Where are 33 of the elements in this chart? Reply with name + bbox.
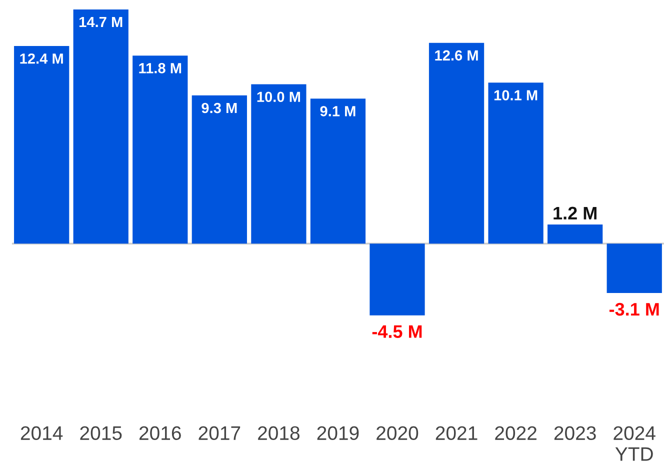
data-label: 10.1 M <box>494 90 538 100</box>
x-tick-label: 2023 <box>554 426 596 440</box>
x-tick-label: 2014 <box>20 426 63 440</box>
data-label: 9.1 M <box>320 106 356 116</box>
data-label: 9.3 M <box>202 102 237 114</box>
data-label: 12.6 M <box>435 50 478 61</box>
bar <box>14 46 70 244</box>
bar <box>548 224 603 244</box>
data-label: 14.7 M <box>79 16 122 27</box>
x-tick-label: 2022 <box>495 426 536 440</box>
x-tick-label: 2018 <box>258 426 300 440</box>
data-label: -4.5 M <box>372 325 422 338</box>
x-tick-label: 2024 YTD <box>614 426 656 461</box>
bar <box>192 95 247 244</box>
data-label: 1.2 M <box>554 206 596 220</box>
data-label: 12.4 M <box>20 53 63 64</box>
bar <box>251 84 306 244</box>
bar <box>73 9 128 244</box>
bar <box>370 244 425 316</box>
bar <box>132 56 188 244</box>
data-label: -3.1 M <box>609 302 659 316</box>
data-label: 10.0 M <box>257 92 300 102</box>
x-tick-label: 2019 <box>317 426 359 440</box>
x-tick-label: 2016 <box>139 426 181 440</box>
bar <box>428 42 484 244</box>
bar <box>606 244 662 294</box>
x-tick-label: 2021 <box>436 426 478 440</box>
x-tick-label: 2017 <box>198 426 240 440</box>
x-tick-label: 2015 <box>80 426 122 440</box>
data-label: 11.8 M <box>139 63 182 74</box>
bar <box>310 98 366 244</box>
bar <box>488 82 544 244</box>
x-tick-label: 2020 <box>376 426 418 440</box>
